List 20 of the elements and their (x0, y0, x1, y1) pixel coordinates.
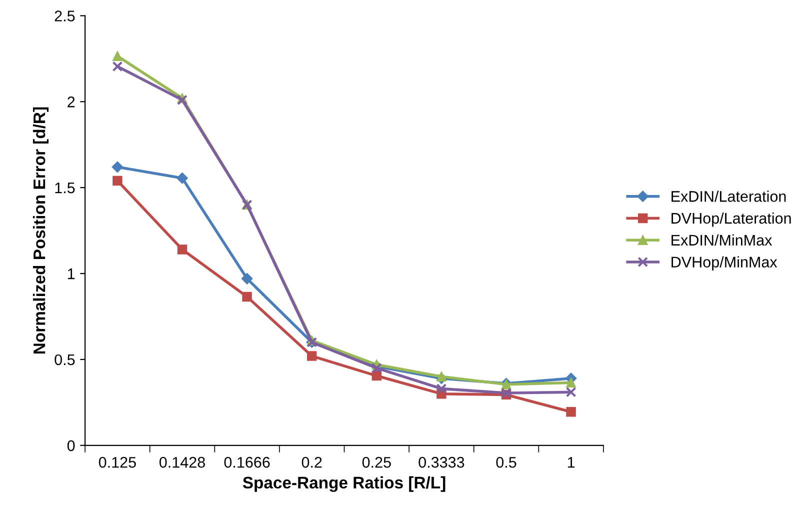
x-axis-title: Space-Range Ratios [R/L] (242, 476, 446, 492)
legend-label: DVHop/Lateration (672, 212, 791, 227)
x-tick-label: 0.1666 (224, 456, 270, 468)
y-tick-label: 1.5 (55, 182, 75, 194)
x-tick-label: 0.3333 (418, 456, 464, 468)
legend-label: ExDIN/MinMax (672, 234, 772, 246)
y-tick-label: 1 (68, 268, 75, 280)
y-tick-label: 0.5 (54, 354, 75, 366)
y-tick-label: 2 (68, 96, 75, 108)
x-tick-label: 0.2 (302, 456, 322, 468)
legend-label: DVHop/MinMax (672, 256, 778, 270)
x-tick-label: 0.5 (496, 456, 516, 468)
y-axis-title: Normalized Position Error [d/R] (33, 107, 49, 354)
y-tick-label: 2.5 (54, 10, 75, 22)
legend-label: ExDIN/Lateration (672, 190, 786, 202)
y-tick-label: 0 (67, 440, 75, 452)
x-tick-label: 0.1428 (159, 456, 205, 468)
x-tick-label: 0.25 (362, 456, 391, 468)
x-tick-label: 0.125 (98, 456, 136, 468)
x-tick-label: 1 (568, 457, 575, 468)
